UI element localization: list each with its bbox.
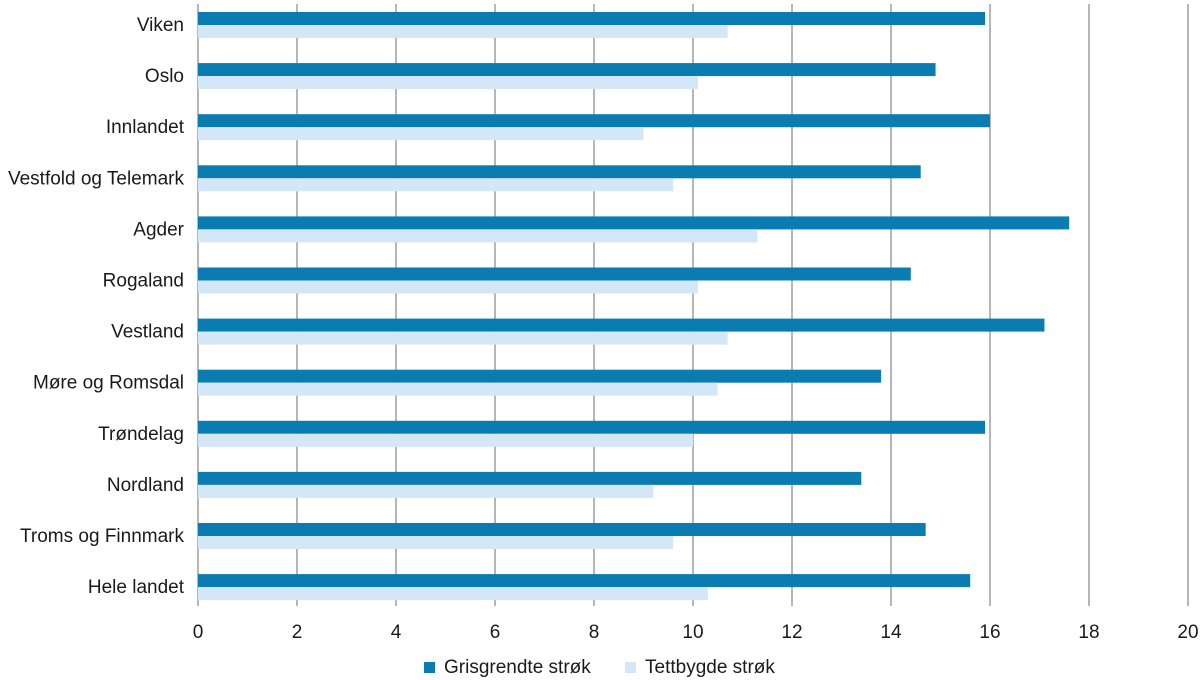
category-label: Troms og Finnmark (20, 526, 184, 547)
legend-label-tettbygde: Tettbygde strøk (645, 657, 775, 678)
legend: Grisgrendte strøk Tettbygde strøk (424, 657, 775, 678)
category-label: Agder (133, 219, 184, 240)
bar-tettbygde-3 (198, 178, 674, 192)
x-tick-label: 20 (1177, 622, 1198, 643)
bar-tettbygde-8 (198, 433, 693, 447)
bar-grisgrendte-4 (198, 216, 1070, 230)
bar-tettbygde-1 (198, 76, 698, 90)
bar-grisgrendte-8 (198, 420, 986, 434)
bar-grisgrendte-9 (198, 471, 862, 485)
category-label: Nordland (107, 475, 184, 496)
bar-tettbygde-0 (198, 25, 728, 38)
bar-grisgrendte-3 (198, 165, 921, 179)
category-label: Rogaland (103, 271, 184, 292)
x-tick-label: 18 (1078, 622, 1099, 643)
category-label: Vestland (111, 322, 184, 343)
category-label: Møre og Romsdal (33, 373, 184, 394)
legend-swatch-tettbygde (625, 662, 636, 673)
legend-swatch-grisgrendte (424, 662, 435, 673)
bar-grisgrendte-7 (198, 369, 882, 383)
bar-tettbygde-6 (198, 331, 728, 345)
legend-label-grisgrendte: Grisgrendte strøk (444, 657, 591, 678)
category-label: Trøndelag (98, 424, 184, 445)
category-label: Vestfold og Telemark (8, 168, 185, 189)
x-tick-label: 10 (682, 622, 703, 643)
x-tick-label: 14 (880, 622, 902, 643)
category-label: Hele landet (88, 577, 185, 598)
bar-tettbygde-10 (198, 536, 674, 549)
bar-grisgrendte-11 (198, 574, 971, 588)
bar-tettbygde-11 (198, 587, 708, 601)
category-label: Viken (137, 15, 184, 36)
bar-tettbygde-7 (198, 382, 718, 396)
x-tick-label: 16 (979, 622, 1000, 643)
x-tick-label: 6 (490, 622, 501, 643)
x-axis: 0 2 4 6 8 10 12 14 16 18 20 (193, 622, 1199, 643)
x-tick-label: 0 (193, 622, 204, 643)
bar-tettbygde-2 (198, 127, 644, 141)
category-label: Oslo (145, 66, 184, 87)
category-labels: Viken Oslo Innlandet Vestfold og Telemark Ag… (8, 15, 185, 598)
bar-grisgrendte-5 (198, 267, 911, 281)
bar-grisgrendte-2 (198, 114, 990, 128)
bar-tettbygde-9 (198, 484, 654, 498)
bar-tettbygde-5 (198, 280, 698, 294)
bars (198, 12, 1070, 601)
gridlines (197, 4, 1189, 606)
bar-grisgrendte-1 (198, 63, 936, 77)
x-tick-label: 2 (292, 622, 303, 643)
bar-grisgrendte-10 (198, 523, 926, 536)
bar-grisgrendte-6 (198, 318, 1045, 332)
bar-tettbygde-4 (198, 229, 758, 243)
x-tick-label: 8 (589, 622, 600, 643)
x-tick-label: 4 (391, 622, 402, 643)
category-label: Innlandet (106, 117, 185, 138)
bar-grisgrendte-0 (198, 12, 986, 25)
x-tick-label: 12 (781, 622, 802, 643)
